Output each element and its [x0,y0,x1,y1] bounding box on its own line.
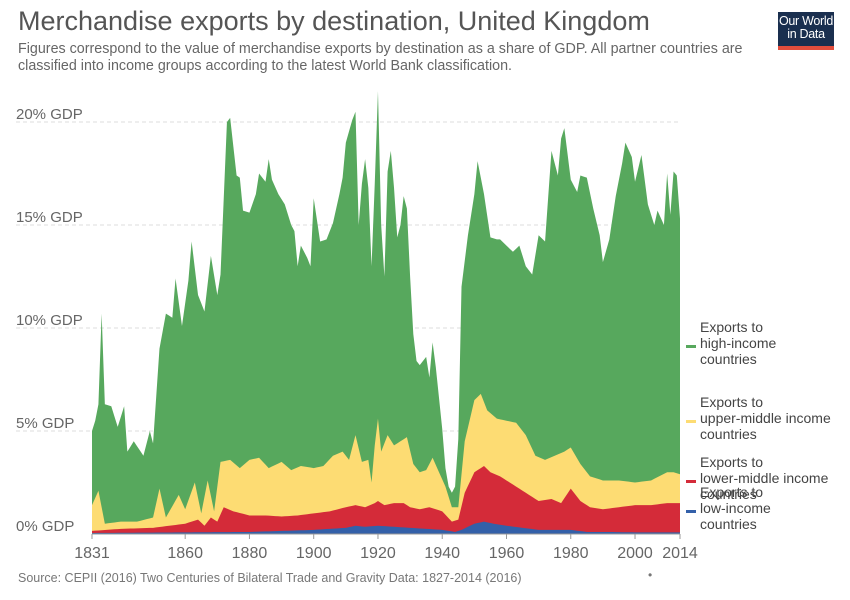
x-tick-label: 1960 [489,545,525,562]
legend-label: upper-middle income [700,410,831,426]
area-exports-to-high-income-countries[interactable] [92,91,680,534]
legend-label: lower-middle income [700,470,829,486]
x-tick-label: 1920 [360,545,396,562]
legend-label: countries [700,486,757,502]
legend-swatch [686,345,696,348]
logo-accent-bar [778,46,834,50]
y-tick-label: 20% GDP [16,106,83,123]
x-tick-label: 1940 [424,545,460,562]
y-tick-label: 5% GDP [16,415,74,432]
logo-line-2: in Data [787,27,825,41]
legend-swatch [686,420,696,423]
y-tick-label: 0% GDP [16,518,74,535]
chart-subtitle: Figures correspond to the value of merch… [18,41,743,74]
x-tick-label: 1860 [167,545,203,562]
legend-label: countries [700,426,757,442]
legend-label: Exports to [700,394,763,410]
area-exports-to-low-income-countries[interactable] [92,521,680,534]
legend-label: Exports to [700,484,763,500]
legend-label: low-income [700,500,771,516]
legend-label: Exports to [700,454,763,470]
legend-swatch [686,480,696,483]
x-tick-label: 1831 [74,545,110,562]
area-exports-to-lower-middle-income-countries[interactable] [92,466,680,534]
y-tick-label: 10% GDP [16,312,83,329]
y-tick-label: 15% GDP [16,209,83,226]
footer-dot: • [648,568,653,582]
source-note: Source: CEPII (2016) Two Centuries of Bi… [18,571,522,585]
legend-label: Exports to [700,319,763,335]
x-tick-label: 2000 [617,545,653,562]
legend-swatch [686,510,696,513]
x-tick-label: 1900 [296,545,332,562]
logo-line-1: Our World [778,14,834,28]
legend-label: countries [700,351,757,367]
chart-title: Merchandise exports by destination, Unit… [18,6,650,36]
x-tick-label: 1980 [553,545,589,562]
legend-label: high-income [700,335,776,351]
x-tick-label: 2014 [662,545,698,562]
legend-label: countries [700,516,757,532]
x-tick-label: 1880 [232,545,268,562]
owid-logo[interactable]: Our World in Data [778,12,834,50]
